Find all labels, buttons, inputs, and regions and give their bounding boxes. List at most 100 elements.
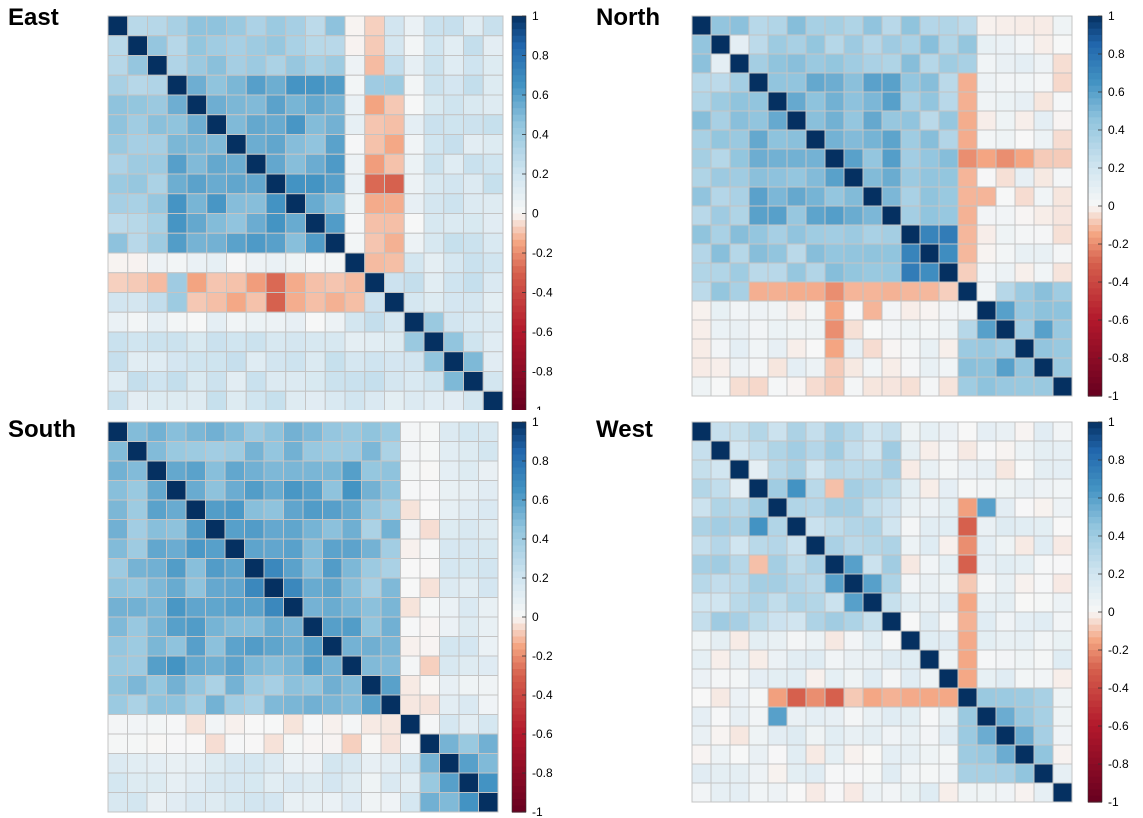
colorbar-segment bbox=[512, 422, 526, 430]
heatmap-cell bbox=[364, 134, 385, 155]
heatmap-cell bbox=[824, 72, 845, 93]
heatmap-cell bbox=[919, 167, 940, 188]
heatmap-cell bbox=[729, 630, 750, 651]
heatmap-cell bbox=[729, 15, 750, 36]
heatmap-cell bbox=[748, 243, 769, 264]
colorbar-tick-label: -0.6 bbox=[1108, 719, 1129, 733]
heatmap-cell bbox=[263, 460, 284, 481]
colorbar-segment bbox=[1088, 218, 1102, 226]
heatmap-cell bbox=[127, 272, 148, 293]
heatmap-cell bbox=[107, 538, 128, 559]
heatmap-cell bbox=[226, 15, 247, 37]
heatmap-cell bbox=[900, 281, 921, 302]
heatmap-cell bbox=[380, 792, 401, 813]
heatmap-cell bbox=[938, 554, 959, 575]
colorbar-segment bbox=[512, 22, 526, 30]
heatmap-cell bbox=[265, 94, 287, 116]
heatmap-cell bbox=[146, 460, 167, 481]
colorbar-tick-label: 0.2 bbox=[1108, 567, 1125, 581]
heatmap-cell bbox=[400, 792, 421, 813]
heatmap-cell bbox=[443, 272, 464, 293]
heatmap-cell bbox=[384, 213, 405, 234]
heatmap-cell bbox=[107, 311, 129, 333]
heatmap-cell bbox=[843, 129, 864, 150]
colorbar-segment bbox=[512, 558, 526, 566]
heatmap-cell bbox=[1014, 148, 1035, 169]
heatmap-cell bbox=[463, 153, 484, 175]
heatmap-cell bbox=[185, 772, 206, 793]
heatmap-cell bbox=[824, 53, 845, 74]
colorbar-segment bbox=[512, 617, 526, 625]
heatmap-cell bbox=[265, 173, 287, 195]
colorbar: 10.80.60.40.20-0.2-0.4-0.6-0.8-1 bbox=[511, 9, 553, 410]
heatmap-cell bbox=[384, 331, 405, 353]
heatmap-cell bbox=[127, 421, 148, 442]
heatmap-cell bbox=[691, 440, 712, 461]
heatmap-cell bbox=[786, 376, 807, 397]
heatmap-cell bbox=[265, 134, 287, 155]
heatmap-cell bbox=[423, 311, 445, 333]
heatmap-cell bbox=[265, 35, 287, 56]
heatmap-cell bbox=[245, 114, 267, 135]
colorbar-segment bbox=[512, 62, 526, 70]
heatmap-cell bbox=[919, 376, 940, 397]
heatmap-cell bbox=[862, 459, 883, 480]
heatmap-cell bbox=[900, 478, 921, 499]
heatmap-cell bbox=[786, 110, 807, 131]
heatmap-cell bbox=[185, 655, 206, 676]
colorbar-segment bbox=[1088, 428, 1102, 436]
heatmap-cell bbox=[805, 34, 826, 55]
heatmap-cell bbox=[403, 193, 425, 214]
heatmap-cell bbox=[691, 148, 712, 169]
colorbar-tick-label: 0.6 bbox=[1108, 491, 1125, 505]
heatmap-cell bbox=[244, 499, 265, 520]
heatmap-cell bbox=[127, 636, 148, 657]
colorbar-segment bbox=[1088, 377, 1102, 384]
heatmap-cell bbox=[166, 558, 187, 579]
heatmap-cell bbox=[245, 173, 267, 195]
colorbar-segment bbox=[1088, 345, 1102, 353]
heatmap-cell bbox=[364, 114, 385, 135]
heatmap-cell bbox=[843, 649, 864, 670]
heatmap-cell bbox=[938, 205, 959, 226]
colorbar-segment bbox=[512, 358, 526, 366]
heatmap-cell bbox=[478, 753, 499, 774]
heatmap-cell bbox=[786, 706, 807, 727]
heatmap-cell bbox=[463, 15, 484, 37]
heatmap-cell bbox=[1014, 300, 1035, 321]
colorbar-segment bbox=[1088, 307, 1102, 315]
heatmap-cell bbox=[205, 538, 226, 559]
heatmap-cell bbox=[957, 459, 978, 480]
heatmap-cell bbox=[166, 94, 188, 116]
colorbar-segment bbox=[512, 75, 526, 83]
colorbar-segment bbox=[1088, 694, 1102, 702]
colorbar-tick-label: 0.2 bbox=[1108, 161, 1125, 175]
heatmap-cell bbox=[147, 292, 168, 313]
heatmap-cell bbox=[1052, 497, 1073, 518]
heatmap-cell bbox=[146, 733, 167, 754]
heatmap-cell bbox=[767, 459, 788, 480]
heatmap-cell bbox=[881, 649, 902, 670]
heatmap-cell bbox=[1033, 205, 1054, 226]
heatmap-cell bbox=[691, 15, 712, 36]
colorbar-segment bbox=[512, 101, 526, 109]
heatmap-cell bbox=[938, 421, 959, 442]
heatmap-cell bbox=[302, 792, 323, 813]
heatmap-cell bbox=[729, 129, 750, 150]
heatmap-cell bbox=[767, 91, 788, 112]
heatmap-cell bbox=[205, 558, 226, 579]
heatmap-cell bbox=[919, 205, 940, 226]
heatmap-cell bbox=[995, 91, 1016, 112]
colorbar-segment bbox=[1088, 738, 1102, 746]
heatmap-cell bbox=[900, 357, 921, 378]
heatmap-cell bbox=[419, 753, 440, 774]
heatmap-cell bbox=[710, 516, 731, 537]
heatmap-cell bbox=[283, 714, 304, 735]
colorbar-segment bbox=[512, 669, 526, 677]
heatmap-cell bbox=[824, 668, 845, 689]
heatmap-cell bbox=[805, 167, 826, 188]
heatmap-cell bbox=[862, 186, 883, 207]
heatmap-cell bbox=[786, 668, 807, 689]
colorbar-segment bbox=[1088, 517, 1102, 524]
heatmap-cell bbox=[824, 725, 845, 746]
